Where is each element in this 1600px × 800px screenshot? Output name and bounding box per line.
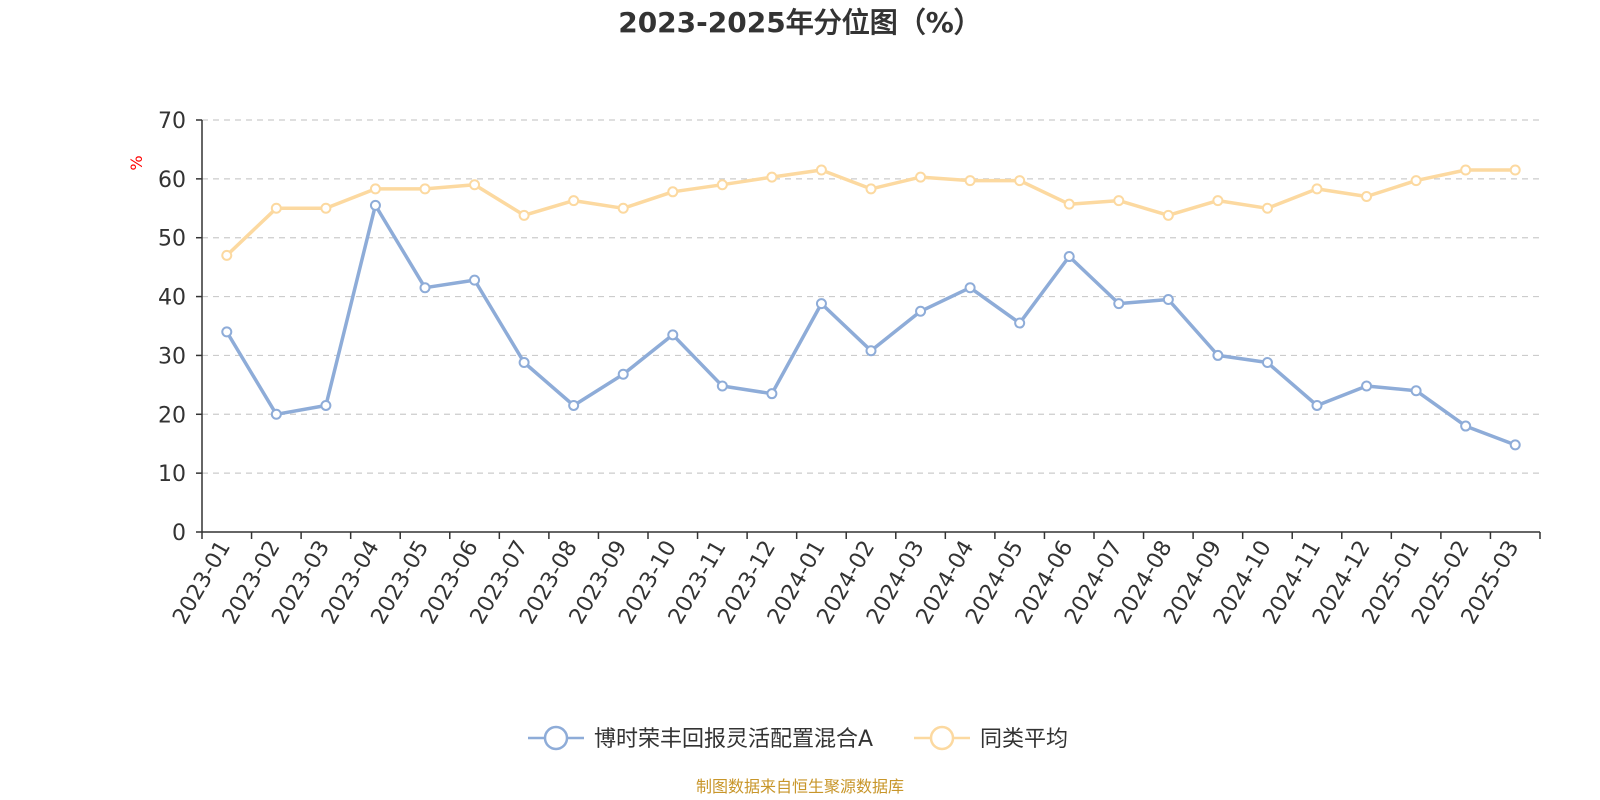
- source-note: 制图数据来自恒生聚源数据库: [696, 777, 904, 796]
- legend-circle-icon: [543, 725, 569, 751]
- data-point[interactable]: [1212, 349, 1224, 361]
- data-point[interactable]: [1014, 317, 1026, 329]
- data-point[interactable]: [716, 179, 728, 191]
- data-point[interactable]: [568, 195, 580, 207]
- y-tick-label: 30: [158, 344, 186, 369]
- data-point[interactable]: [1063, 198, 1075, 210]
- data-point[interactable]: [518, 356, 530, 368]
- data-point[interactable]: [469, 274, 481, 286]
- data-point[interactable]: [1460, 420, 1472, 432]
- y-axis-unit: %: [127, 155, 146, 170]
- data-point[interactable]: [667, 329, 679, 341]
- data-point[interactable]: [1460, 164, 1472, 176]
- data-point[interactable]: [1261, 356, 1273, 368]
- data-point[interactable]: [1361, 380, 1373, 392]
- y-tick-label: 70: [158, 109, 186, 134]
- data-point[interactable]: [915, 305, 927, 317]
- legend-circle-icon: [929, 725, 955, 751]
- data-point[interactable]: [617, 202, 629, 214]
- data-point[interactable]: [915, 171, 927, 183]
- series-line: [225, 168, 1516, 257]
- data-point[interactable]: [1063, 251, 1075, 263]
- y-tick-label: 20: [158, 403, 186, 428]
- data-point[interactable]: [568, 399, 580, 411]
- data-point[interactable]: [964, 282, 976, 294]
- gridlines: [202, 119, 1540, 474]
- data-point[interactable]: [1113, 298, 1125, 310]
- data-point[interactable]: [270, 202, 282, 214]
- data-point[interactable]: [320, 399, 332, 411]
- data-point[interactable]: [1261, 202, 1273, 214]
- data-point[interactable]: [1509, 164, 1521, 176]
- series-line: [225, 203, 1516, 447]
- legend-label: 同类平均: [980, 727, 1068, 752]
- data-point[interactable]: [369, 199, 381, 211]
- chart-title: 2023-2025年分位图（%）: [618, 6, 982, 39]
- data-point[interactable]: [1509, 439, 1521, 451]
- data-point[interactable]: [469, 179, 481, 191]
- data-point[interactable]: [766, 388, 778, 400]
- data-point[interactable]: [1410, 385, 1422, 397]
- data-point[interactable]: [221, 326, 233, 338]
- legend-item[interactable]: 同类平均: [914, 725, 1068, 752]
- y-tick-label: 40: [158, 286, 186, 311]
- series-lines: [221, 164, 1521, 451]
- data-point[interactable]: [1410, 175, 1422, 187]
- legend-label: 博时荣丰回报灵活配置混合A: [594, 727, 873, 752]
- data-point[interactable]: [1113, 195, 1125, 207]
- data-point[interactable]: [617, 368, 629, 380]
- data-point[interactable]: [1162, 294, 1174, 306]
- data-point[interactable]: [1162, 209, 1174, 221]
- data-point[interactable]: [815, 164, 827, 176]
- y-tick-label: 50: [158, 227, 186, 252]
- data-point[interactable]: [320, 202, 332, 214]
- data-point[interactable]: [1311, 399, 1323, 411]
- data-point[interactable]: [964, 175, 976, 187]
- data-point[interactable]: [865, 183, 877, 195]
- series-0: [221, 199, 1521, 451]
- axes: 0102030405060702023-012023-022023-032023…: [158, 109, 1541, 629]
- y-tick-label: 60: [158, 168, 186, 193]
- data-point[interactable]: [1014, 175, 1026, 187]
- data-point[interactable]: [1361, 191, 1373, 203]
- y-tick-label: 10: [158, 462, 186, 487]
- data-point[interactable]: [270, 408, 282, 420]
- data-point[interactable]: [419, 282, 431, 294]
- data-point[interactable]: [221, 249, 233, 261]
- y-tick-label: 0: [172, 521, 186, 546]
- legend-item[interactable]: 博时荣丰回报灵活配置混合A: [528, 725, 873, 752]
- data-point[interactable]: [716, 380, 728, 392]
- data-point[interactable]: [766, 171, 778, 183]
- legend[interactable]: 博时荣丰回报灵活配置混合A 同类平均: [528, 725, 1068, 752]
- data-point[interactable]: [865, 345, 877, 357]
- data-point[interactable]: [518, 209, 530, 221]
- data-point[interactable]: [1311, 183, 1323, 195]
- data-point[interactable]: [815, 298, 827, 310]
- data-point[interactable]: [419, 183, 431, 195]
- data-point[interactable]: [667, 186, 679, 198]
- data-point[interactable]: [1212, 195, 1224, 207]
- series-1: [221, 164, 1521, 261]
- data-point[interactable]: [369, 183, 381, 195]
